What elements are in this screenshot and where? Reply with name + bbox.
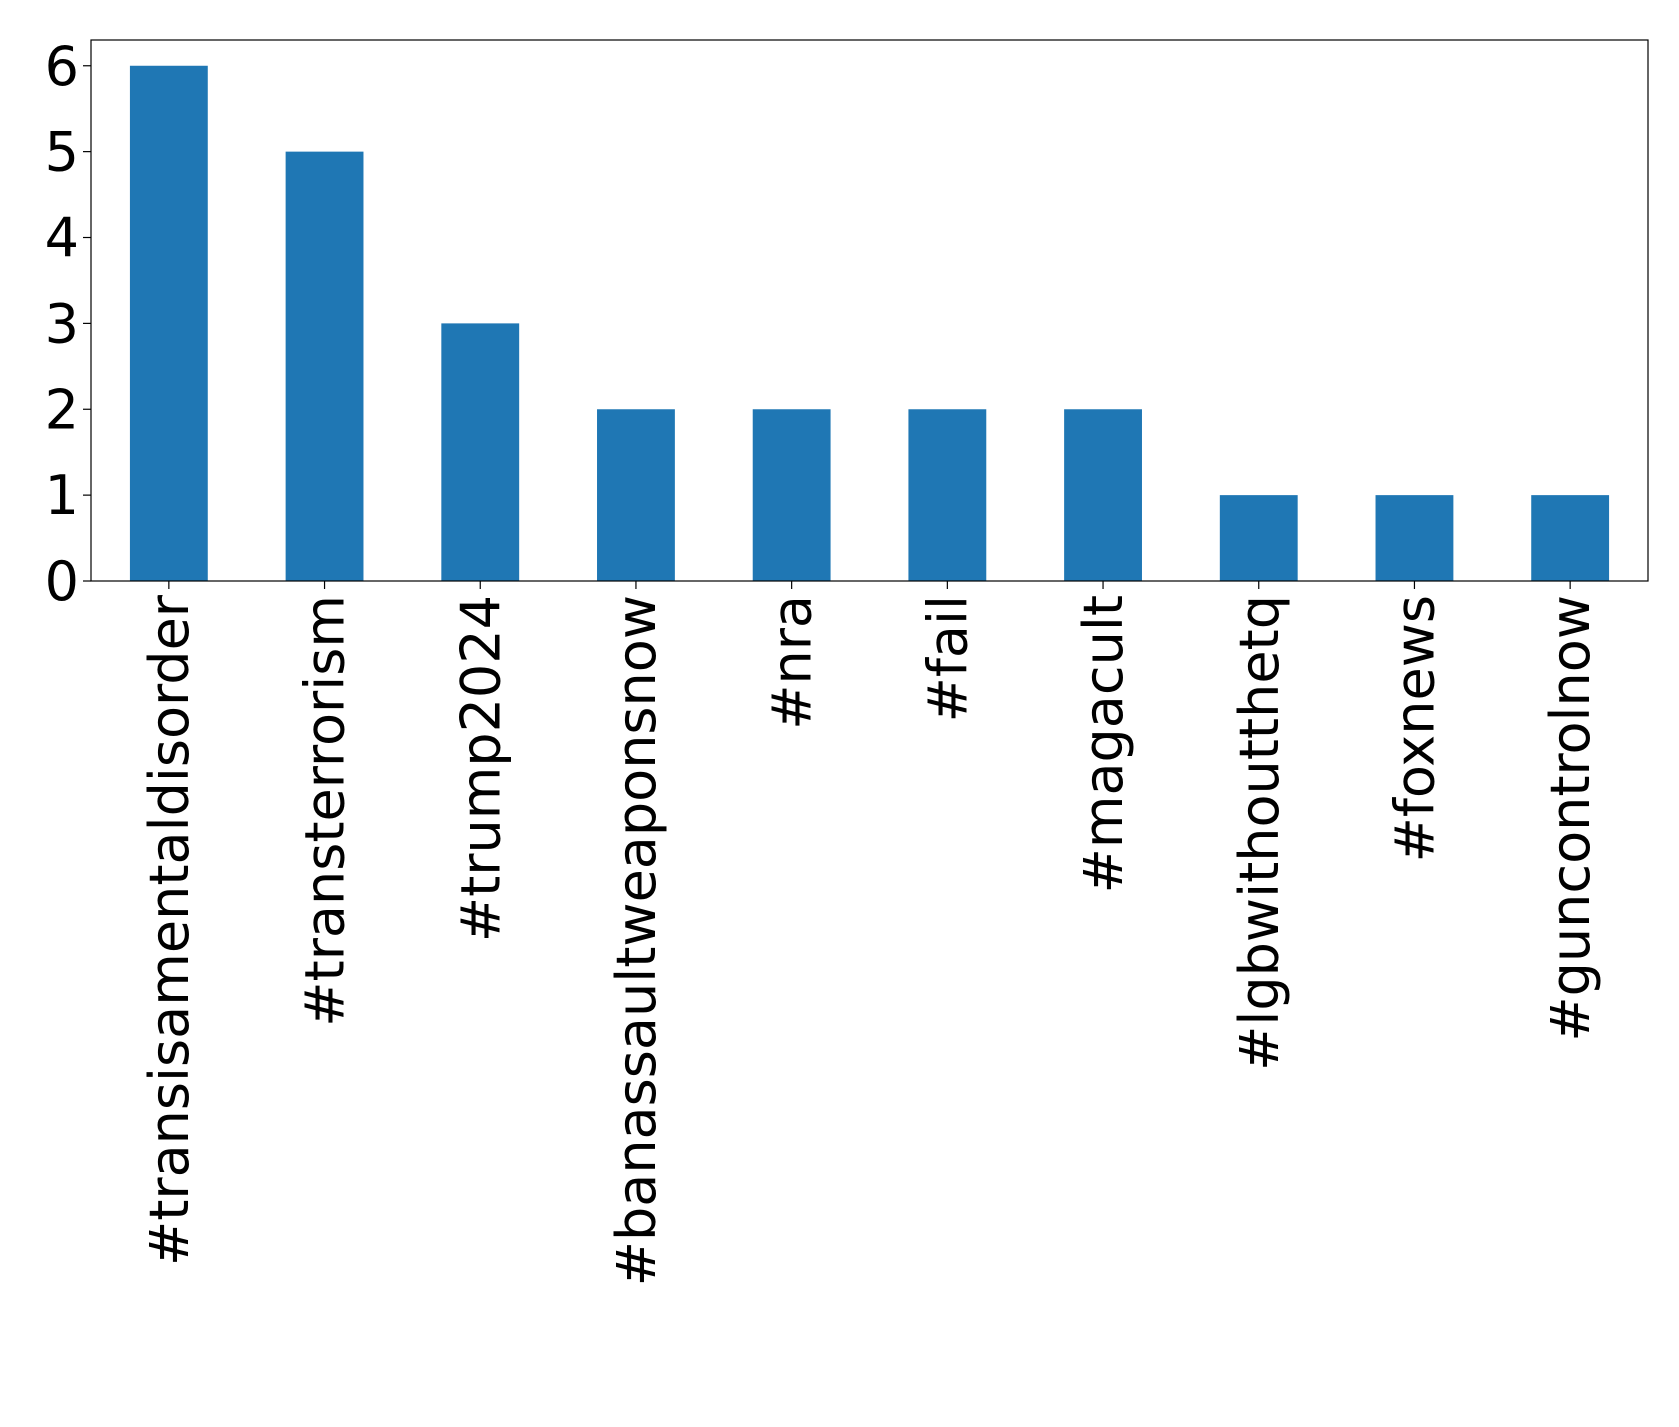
x-tick-label: #nra bbox=[761, 595, 824, 730]
y-tick-label: 4 bbox=[45, 207, 79, 270]
bar bbox=[441, 323, 520, 581]
bar bbox=[1375, 495, 1454, 581]
x-tick-label: #foxnews bbox=[1383, 595, 1446, 862]
y-tick-label: 3 bbox=[45, 292, 79, 355]
x-tick-label: #magacult bbox=[1072, 595, 1135, 893]
bar bbox=[908, 409, 987, 581]
y-tick-label: 0 bbox=[45, 550, 79, 613]
bar bbox=[129, 65, 208, 581]
y-tick-label: 5 bbox=[45, 121, 79, 184]
bar bbox=[1531, 495, 1610, 581]
y-tick-label: 1 bbox=[45, 464, 79, 527]
bar bbox=[1064, 409, 1142, 581]
bar bbox=[752, 409, 831, 581]
x-tick-label: #fail bbox=[916, 595, 979, 722]
x-tick-label: #lgbwithoutthetq bbox=[1228, 595, 1291, 1071]
bar bbox=[285, 151, 364, 581]
bar bbox=[1219, 495, 1298, 581]
x-tick-label: #guncontrolnow bbox=[1539, 595, 1602, 1042]
bar bbox=[597, 409, 675, 581]
x-tick-label: #transterrorism bbox=[294, 595, 357, 1027]
plot-frame bbox=[90, 39, 1649, 582]
y-tick-label: 6 bbox=[45, 35, 79, 98]
y-tick-label: 2 bbox=[45, 378, 79, 441]
x-tick-label: #banassaultweaponsnow bbox=[605, 595, 668, 1286]
x-tick-label: #transisamentaldisorder bbox=[138, 594, 201, 1266]
x-tick-label: #trump2024 bbox=[449, 595, 512, 942]
